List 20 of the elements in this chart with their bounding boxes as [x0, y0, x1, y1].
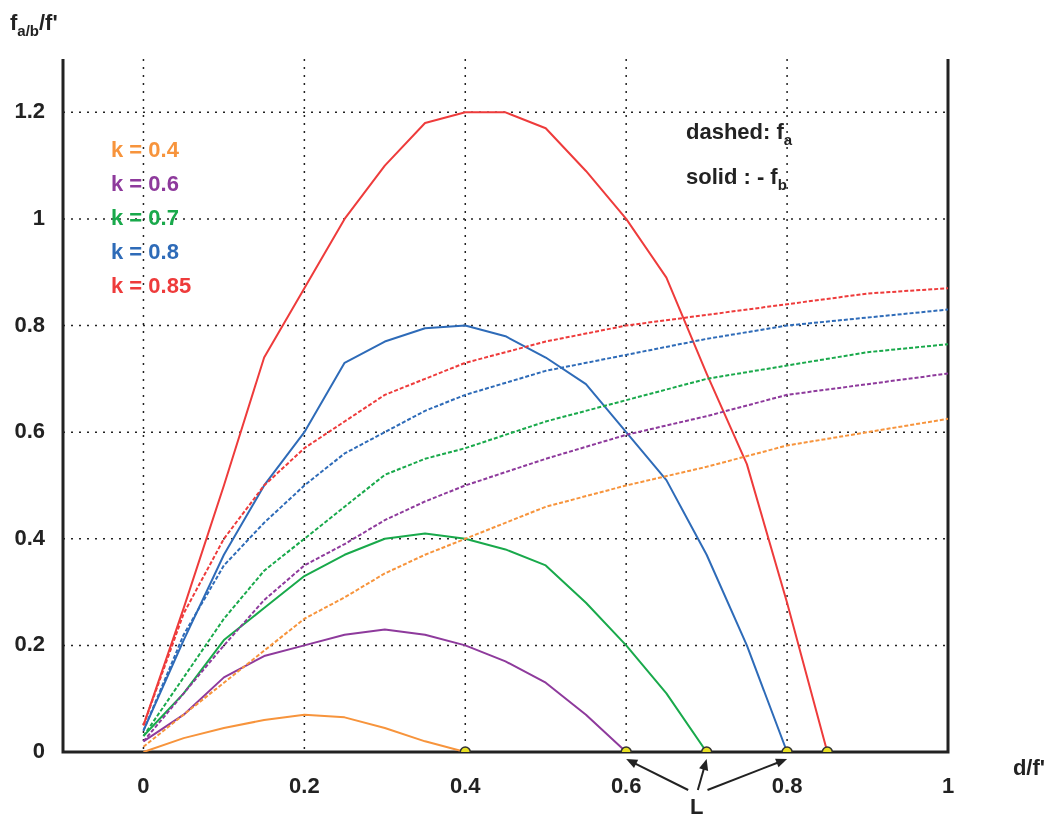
x-tick-label: 0.6: [610, 773, 642, 799]
text: k = 0.6: [111, 171, 179, 196]
x-tick-label: 0.8: [771, 773, 803, 799]
y-tick-label: 1: [32, 204, 45, 230]
x-tick-label: 0.4: [449, 773, 482, 799]
y-tick-label: 0.6: [14, 418, 45, 444]
text: k = 0.7: [111, 205, 179, 230]
y-tick-label: 0.2: [14, 631, 45, 657]
x-tick-label: 1: [941, 773, 955, 799]
text: k = 0.85: [111, 273, 192, 298]
y-tick-label: 1.2: [14, 98, 45, 124]
x-tick-label: 0: [137, 773, 150, 799]
y-tick-label: 0: [32, 738, 45, 764]
y-tick-label: 0.4: [14, 524, 46, 550]
y-tick-label: 0.8: [14, 311, 45, 337]
text: k = 0.4: [111, 137, 180, 162]
x-tick-label: 0.2: [289, 773, 320, 799]
text: k = 0.8: [111, 239, 179, 264]
annotation: L: [689, 794, 704, 816]
x-axis-title: d/f': [1012, 755, 1045, 780]
